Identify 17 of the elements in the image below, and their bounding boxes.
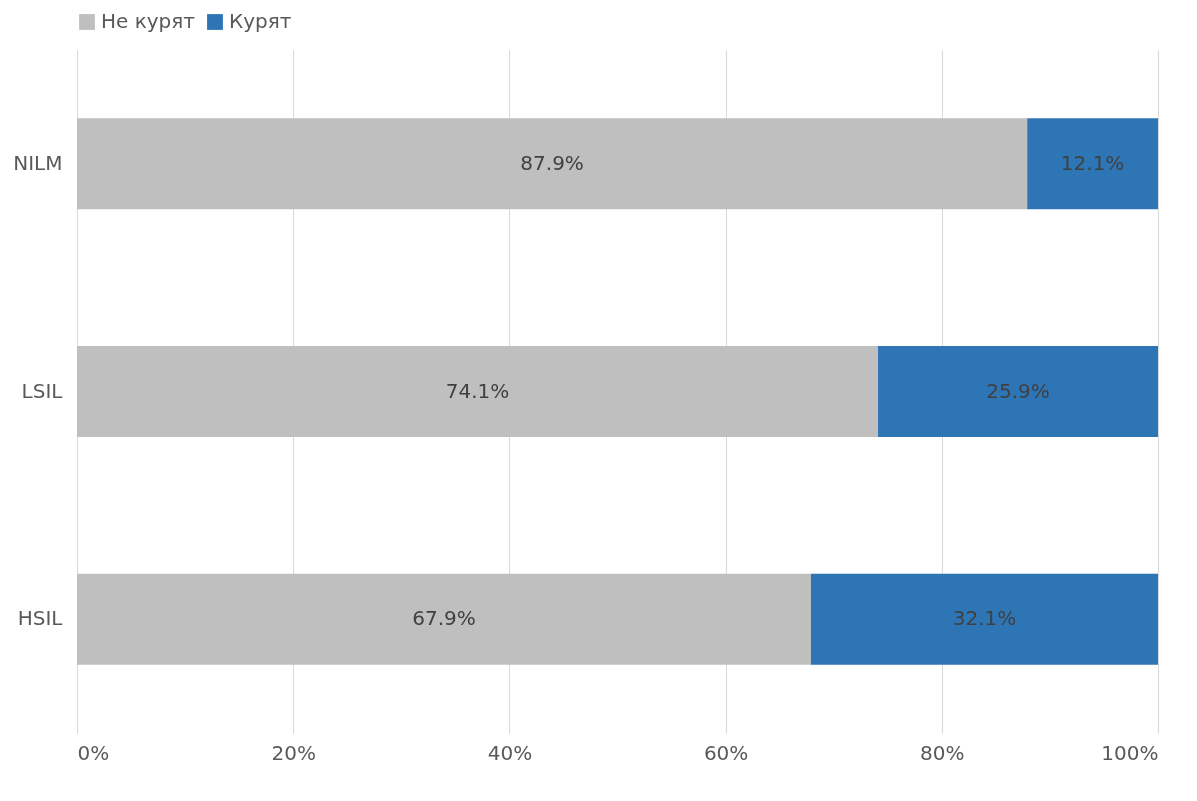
- y-tick-label: HSIL: [17, 606, 64, 631]
- data-label: 87.9%: [520, 150, 584, 175]
- legend-label: Не курят: [101, 9, 196, 33]
- y-tick-label: LSIL: [21, 378, 64, 403]
- x-tick-label: 60%: [703, 740, 749, 765]
- x-tick-label: 40%: [487, 740, 533, 765]
- y-tick-label: NILM: [13, 150, 63, 175]
- data-label: 74.1%: [445, 378, 510, 403]
- x-tick-label: 100%: [1101, 740, 1159, 765]
- data-label: 67.9%: [412, 606, 476, 631]
- x-tick-label: 20%: [271, 740, 316, 765]
- x-tick-label: 0%: [77, 740, 110, 765]
- x-tick-label: 80%: [920, 740, 965, 765]
- legend-label: Курят: [229, 9, 292, 33]
- data-label: 25.9%: [986, 378, 1050, 403]
- data-label: 32.1%: [952, 606, 1017, 631]
- data-label: 12.1%: [1060, 150, 1125, 175]
